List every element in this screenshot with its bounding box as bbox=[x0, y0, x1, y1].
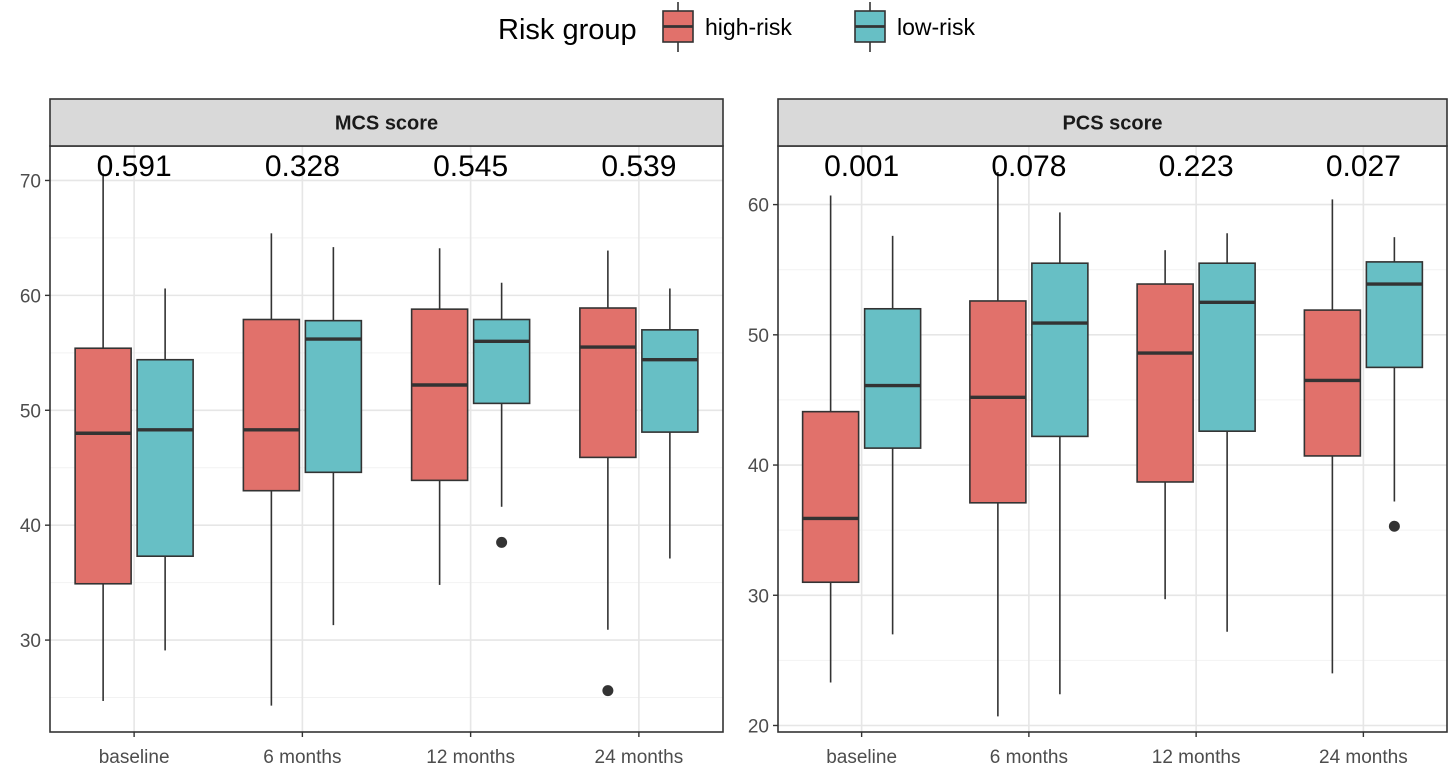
box-high-risk-1 bbox=[969, 172, 1027, 717]
box-low-risk-0 bbox=[863, 235, 922, 635]
box-iqr bbox=[579, 307, 637, 459]
p-value-label: 0.539 bbox=[601, 150, 676, 183]
x-tick-label: baseline bbox=[826, 747, 897, 768]
box-iqr bbox=[1136, 283, 1194, 483]
y-tick-label: 60 bbox=[20, 286, 41, 307]
box-high-risk-0 bbox=[74, 173, 132, 701]
box-high-risk-1 bbox=[242, 233, 301, 706]
box-iqr bbox=[242, 318, 301, 492]
x-tick-label: 6 months bbox=[263, 747, 341, 768]
box-low-risk-2 bbox=[1198, 233, 1256, 632]
facet-strip bbox=[777, 98, 1448, 147]
box-high-risk-0 bbox=[801, 195, 860, 683]
facet-strip-title: PCS score bbox=[1062, 113, 1162, 135]
panel-mcs: 0.591 0.328 0.545 0.539 MCS score 30 40 50 60 70 b… bbox=[20, 98, 724, 768]
x-tick-label: 24 months bbox=[1319, 747, 1408, 768]
x-tick-label: baseline bbox=[99, 747, 170, 768]
box-low-risk-2 bbox=[472, 282, 531, 548]
p-value-label: 0.591 bbox=[97, 150, 172, 183]
x-tick-label: 12 months bbox=[426, 747, 515, 768]
box-low-risk-1 bbox=[1031, 212, 1089, 695]
x-tick-label: 6 months bbox=[990, 747, 1068, 768]
box-iqr bbox=[304, 319, 363, 474]
legend: Risk group high-risk low-risk bbox=[498, 2, 975, 52]
box-iqr bbox=[863, 307, 922, 449]
box-low-risk-3 bbox=[1365, 237, 1424, 532]
y-tick-label: 40 bbox=[20, 516, 41, 537]
box-high-risk-2 bbox=[410, 248, 469, 585]
x-tick-label: 12 months bbox=[1152, 747, 1241, 768]
box-high-risk-2 bbox=[1136, 250, 1194, 600]
outlier-point bbox=[496, 536, 508, 548]
box-high-risk-3 bbox=[1303, 199, 1362, 674]
box-iqr bbox=[472, 318, 531, 405]
legend-title: Risk group bbox=[498, 14, 637, 46]
box-iqr bbox=[1365, 261, 1424, 369]
outlier-point bbox=[602, 685, 614, 697]
box-iqr bbox=[74, 347, 132, 585]
p-value-label: 0.545 bbox=[433, 150, 508, 183]
box-low-risk-0 bbox=[136, 288, 194, 651]
y-tick-label: 40 bbox=[748, 456, 769, 477]
box-iqr bbox=[969, 300, 1027, 504]
y-tick-label: 30 bbox=[20, 631, 41, 652]
box-iqr bbox=[1198, 262, 1256, 432]
y-tick-label: 60 bbox=[748, 196, 769, 217]
y-tick-label: 50 bbox=[748, 326, 769, 347]
panel-pcs: 0.001 0.078 0.223 0.027 PCS score 20 30 40 50 60 b… bbox=[748, 98, 1448, 768]
box-iqr bbox=[641, 329, 699, 433]
box-low-risk-1 bbox=[304, 247, 363, 626]
outlier-point bbox=[1388, 520, 1400, 532]
box-iqr bbox=[136, 358, 194, 557]
x-tick-label: 24 months bbox=[595, 747, 684, 768]
y-tick-label: 30 bbox=[748, 586, 769, 607]
legend-label: low-risk bbox=[897, 14, 975, 40]
y-tick-label: 70 bbox=[20, 171, 41, 192]
y-tick-label: 20 bbox=[748, 716, 769, 737]
legend-entry-low-risk: low-risk bbox=[854, 2, 975, 52]
box-iqr bbox=[410, 308, 469, 482]
facet-strip bbox=[49, 98, 724, 147]
p-value-label: 0.328 bbox=[265, 150, 340, 183]
p-value-label: 0.001 bbox=[824, 150, 899, 183]
facet-strip-title: MCS score bbox=[335, 113, 438, 135]
box-low-risk-3 bbox=[641, 288, 699, 559]
box-iqr bbox=[801, 410, 860, 584]
box-iqr bbox=[1031, 262, 1089, 438]
panels: 0.591 0.328 0.545 0.539 MCS score 30 40 50 60 70 b… bbox=[20, 98, 1448, 768]
legend-label: high-risk bbox=[705, 14, 792, 40]
p-value-label: 0.027 bbox=[1326, 150, 1401, 183]
box-high-risk-3 bbox=[579, 250, 637, 697]
box-iqr bbox=[1303, 309, 1362, 457]
legend-entry-high-risk: high-risk bbox=[662, 2, 792, 52]
p-value-label: 0.078 bbox=[991, 150, 1066, 183]
y-tick-label: 50 bbox=[20, 401, 41, 422]
p-value-label: 0.223 bbox=[1159, 150, 1234, 183]
